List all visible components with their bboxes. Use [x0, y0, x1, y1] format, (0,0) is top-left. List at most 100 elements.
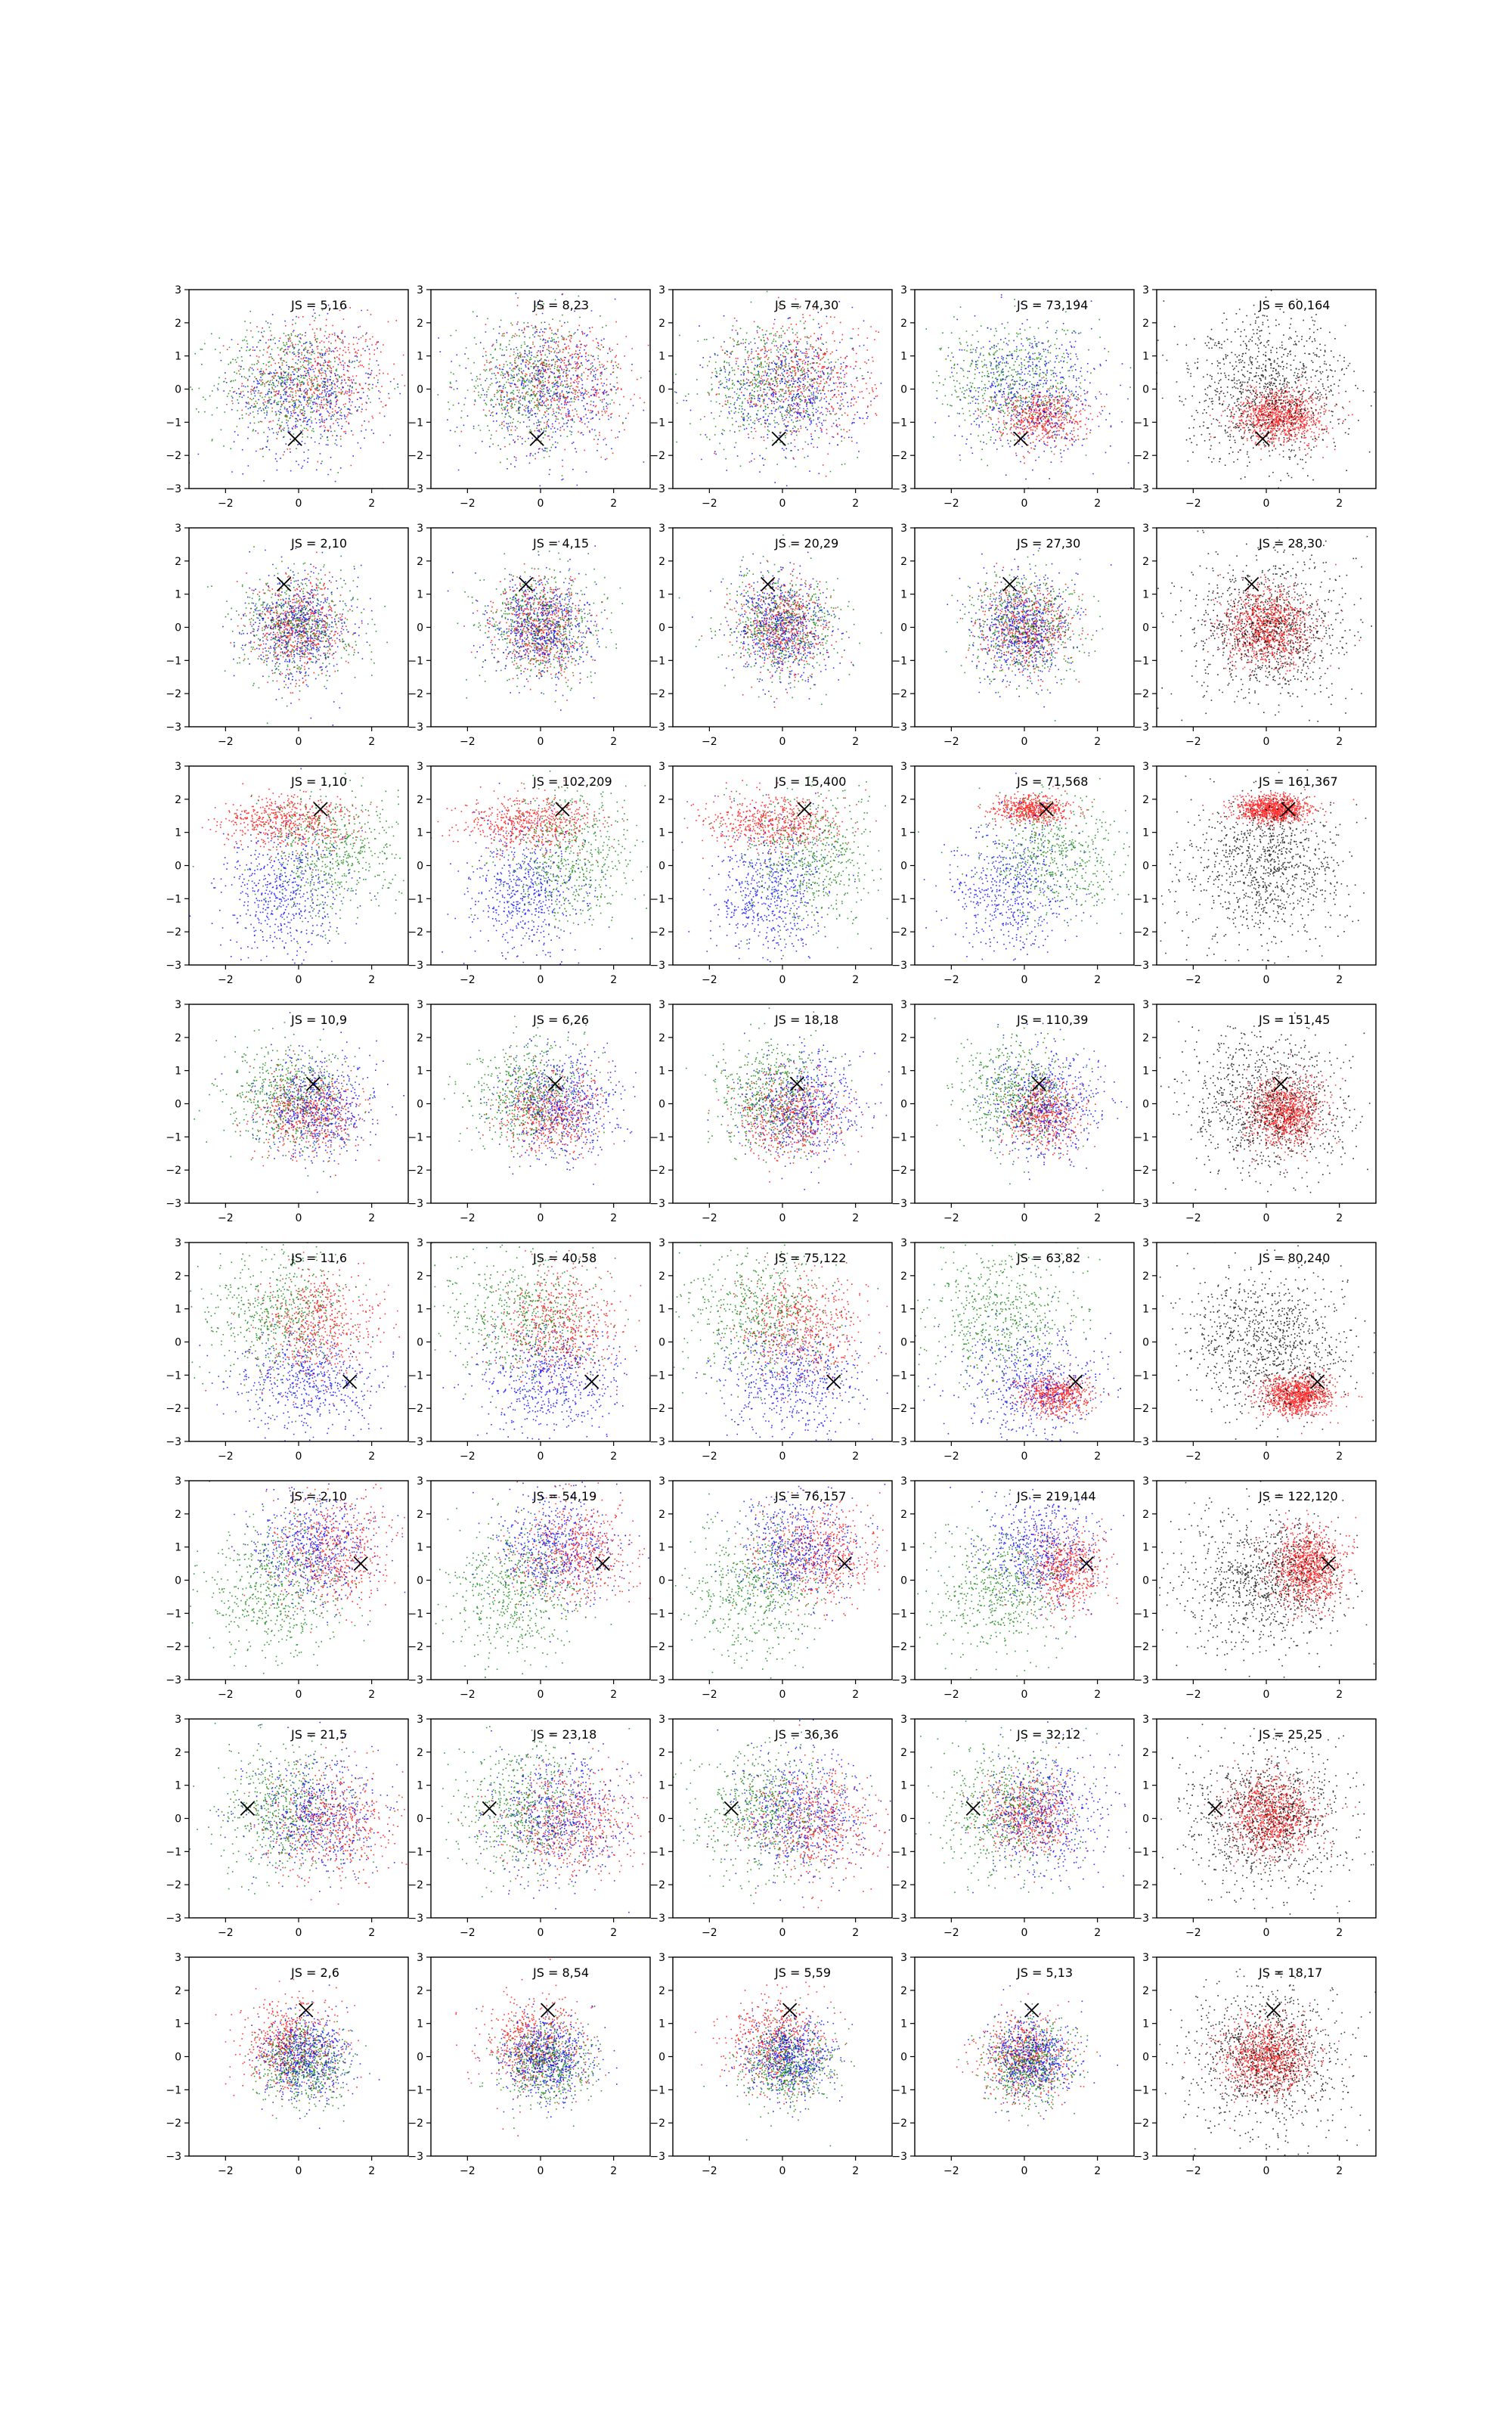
x-marker	[482, 1801, 497, 1816]
y-tick-label: 3	[900, 284, 907, 296]
y-tick-label: 3	[417, 1952, 423, 1964]
x-tick-label: −2	[1185, 1927, 1201, 1939]
scatter-points	[673, 290, 882, 487]
points-red	[449, 293, 650, 467]
x-tick-label: −2	[943, 1689, 959, 1701]
subplot-r1-c3: −3 −2 −1 0 1 2 3 −2 0 2 JS = 74,30	[649, 284, 893, 510]
y-tick-label: −1	[891, 893, 907, 905]
x-marker	[771, 431, 786, 446]
points-green	[431, 1016, 616, 1168]
y-tick-label: 0	[900, 861, 907, 873]
y-tick-label: 0	[1142, 1813, 1149, 1826]
x-tick-label: −2	[943, 2165, 959, 2177]
y-tick-label: 2	[658, 1747, 665, 1759]
subplot-r7-c3: −3 −2 −1 0 1 2 3 −2 0 2 JS = 36,36	[649, 1714, 893, 1939]
x-tick-label: −2	[218, 1689, 234, 1701]
x-marker	[1281, 802, 1296, 817]
y-tick-label: −2	[891, 1403, 907, 1415]
x-marker	[1039, 802, 1054, 817]
x-marker	[826, 1374, 841, 1389]
points-black	[1159, 1243, 1375, 1440]
y-tick-label: 2	[1142, 1270, 1149, 1283]
y-tick-label: −3	[166, 2151, 181, 2163]
y-tick-label: 2	[417, 1032, 423, 1044]
y-tick-label: −2	[649, 926, 665, 939]
y-tick-label: 2	[175, 556, 181, 568]
y-tick-label: −3	[1133, 721, 1149, 734]
scatter-points	[673, 1719, 892, 1909]
scatter-points	[431, 1243, 650, 1440]
axes-frame	[188, 1956, 409, 2157]
subplot-r5-c4: −3 −2 −1 0 1 2 3 −2 0 2 JS = 63,82	[891, 1237, 1135, 1463]
subplot-r5-c1: −3 −2 −1 0 1 2 3 −2 0 2 JS = 11,6	[166, 1237, 409, 1463]
y-tick-label: −1	[407, 655, 423, 667]
points-red	[215, 1978, 362, 2117]
axes-frame	[1156, 1718, 1377, 1919]
y-tick-label: 1	[175, 351, 181, 363]
x-marker	[584, 1374, 600, 1389]
js-annotation: JS = 20,29	[774, 536, 838, 551]
js-annotation: JS = 63,82	[1016, 1251, 1080, 1265]
points-blue	[934, 294, 1132, 489]
y-tick-label: 1	[900, 1304, 907, 1316]
x-marker	[1266, 2003, 1281, 2018]
y-tick-label: 1	[175, 827, 181, 839]
y-tick-label: 3	[658, 284, 665, 296]
y-tick-label: −2	[407, 1165, 423, 1177]
subplot-r1-c2: −3 −2 −1 0 1 2 3 −2 0 2 JS = 8,23	[407, 284, 651, 510]
y-tick-label: 0	[1142, 1575, 1149, 1587]
y-tick-label: 0	[900, 2052, 907, 2064]
points-blue	[438, 293, 645, 487]
y-tick-label: −2	[407, 1641, 423, 1653]
y-tick-label: −2	[649, 450, 665, 462]
y-tick-label: 2	[417, 1747, 423, 1759]
y-tick-label: 1	[658, 589, 665, 601]
y-tick-label: −1	[1133, 1370, 1149, 1382]
y-tick-label: 0	[900, 1575, 907, 1587]
points-green	[435, 1503, 612, 1678]
y-tick-label: 0	[417, 2052, 423, 2064]
y-tick-label: −1	[166, 893, 181, 905]
points-blue	[442, 1302, 650, 1440]
subplot-r3-c4: −3 −2 −1 0 1 2 3 −2 0 2 JS = 71,568	[891, 761, 1135, 986]
js-annotation: JS = 74,30	[774, 298, 838, 312]
x-marker	[277, 576, 292, 592]
y-tick-label: 1	[658, 1066, 665, 1078]
subplot-r6-c4: −3 −2 −1 0 1 2 3 −2 0 2 JS = 219,144	[891, 1475, 1135, 1701]
x-marker	[1310, 1374, 1325, 1389]
scatter-points	[678, 534, 882, 709]
y-tick-label: 1	[417, 1066, 423, 1078]
scatter-points	[674, 1481, 888, 1679]
subplot-r4-c4: −3 −2 −1 0 1 2 3 −2 0 2 JS = 110,39	[891, 999, 1135, 1224]
x-tick-label: −2	[460, 2165, 476, 2177]
y-tick-label: 3	[658, 1237, 665, 1249]
subplot-r6-c3: −3 −2 −1 0 1 2 3 −2 0 2 JS = 76,157	[649, 1475, 893, 1701]
x-tick-label: 2	[610, 736, 617, 748]
scatter-points	[215, 1978, 380, 2130]
y-tick-label: 0	[658, 861, 665, 873]
y-tick-label: 3	[175, 523, 181, 535]
x-tick-label: −2	[702, 1689, 717, 1701]
x-tick-label: −2	[218, 2165, 234, 2177]
points-red	[704, 296, 879, 477]
y-tick-label: 2	[417, 1270, 423, 1283]
scatter-points	[918, 772, 1130, 965]
y-tick-label: 1	[900, 2018, 907, 2031]
x-tick-label: 0	[296, 974, 302, 986]
subplot-r4-c1: −3 −2 −1 0 1 2 3 −2 0 2 JS = 10,9	[166, 999, 409, 1224]
y-tick-label: −3	[407, 483, 423, 495]
y-tick-label: −2	[891, 926, 907, 939]
y-tick-label: 3	[175, 1952, 181, 1964]
y-tick-label: −1	[166, 655, 181, 667]
y-tick-label: −2	[166, 1641, 181, 1653]
js-annotation: JS = 8,54	[532, 1965, 589, 1980]
scatter-points	[673, 776, 888, 963]
axes-frame	[430, 1004, 651, 1204]
scatter-points	[1157, 528, 1372, 722]
x-tick-label: −2	[218, 736, 234, 748]
y-tick-label: 2	[417, 318, 423, 330]
y-tick-label: 3	[658, 761, 665, 773]
y-tick-label: −1	[891, 417, 907, 429]
axes-frame	[188, 1480, 409, 1680]
axes-frame	[672, 1956, 893, 2157]
